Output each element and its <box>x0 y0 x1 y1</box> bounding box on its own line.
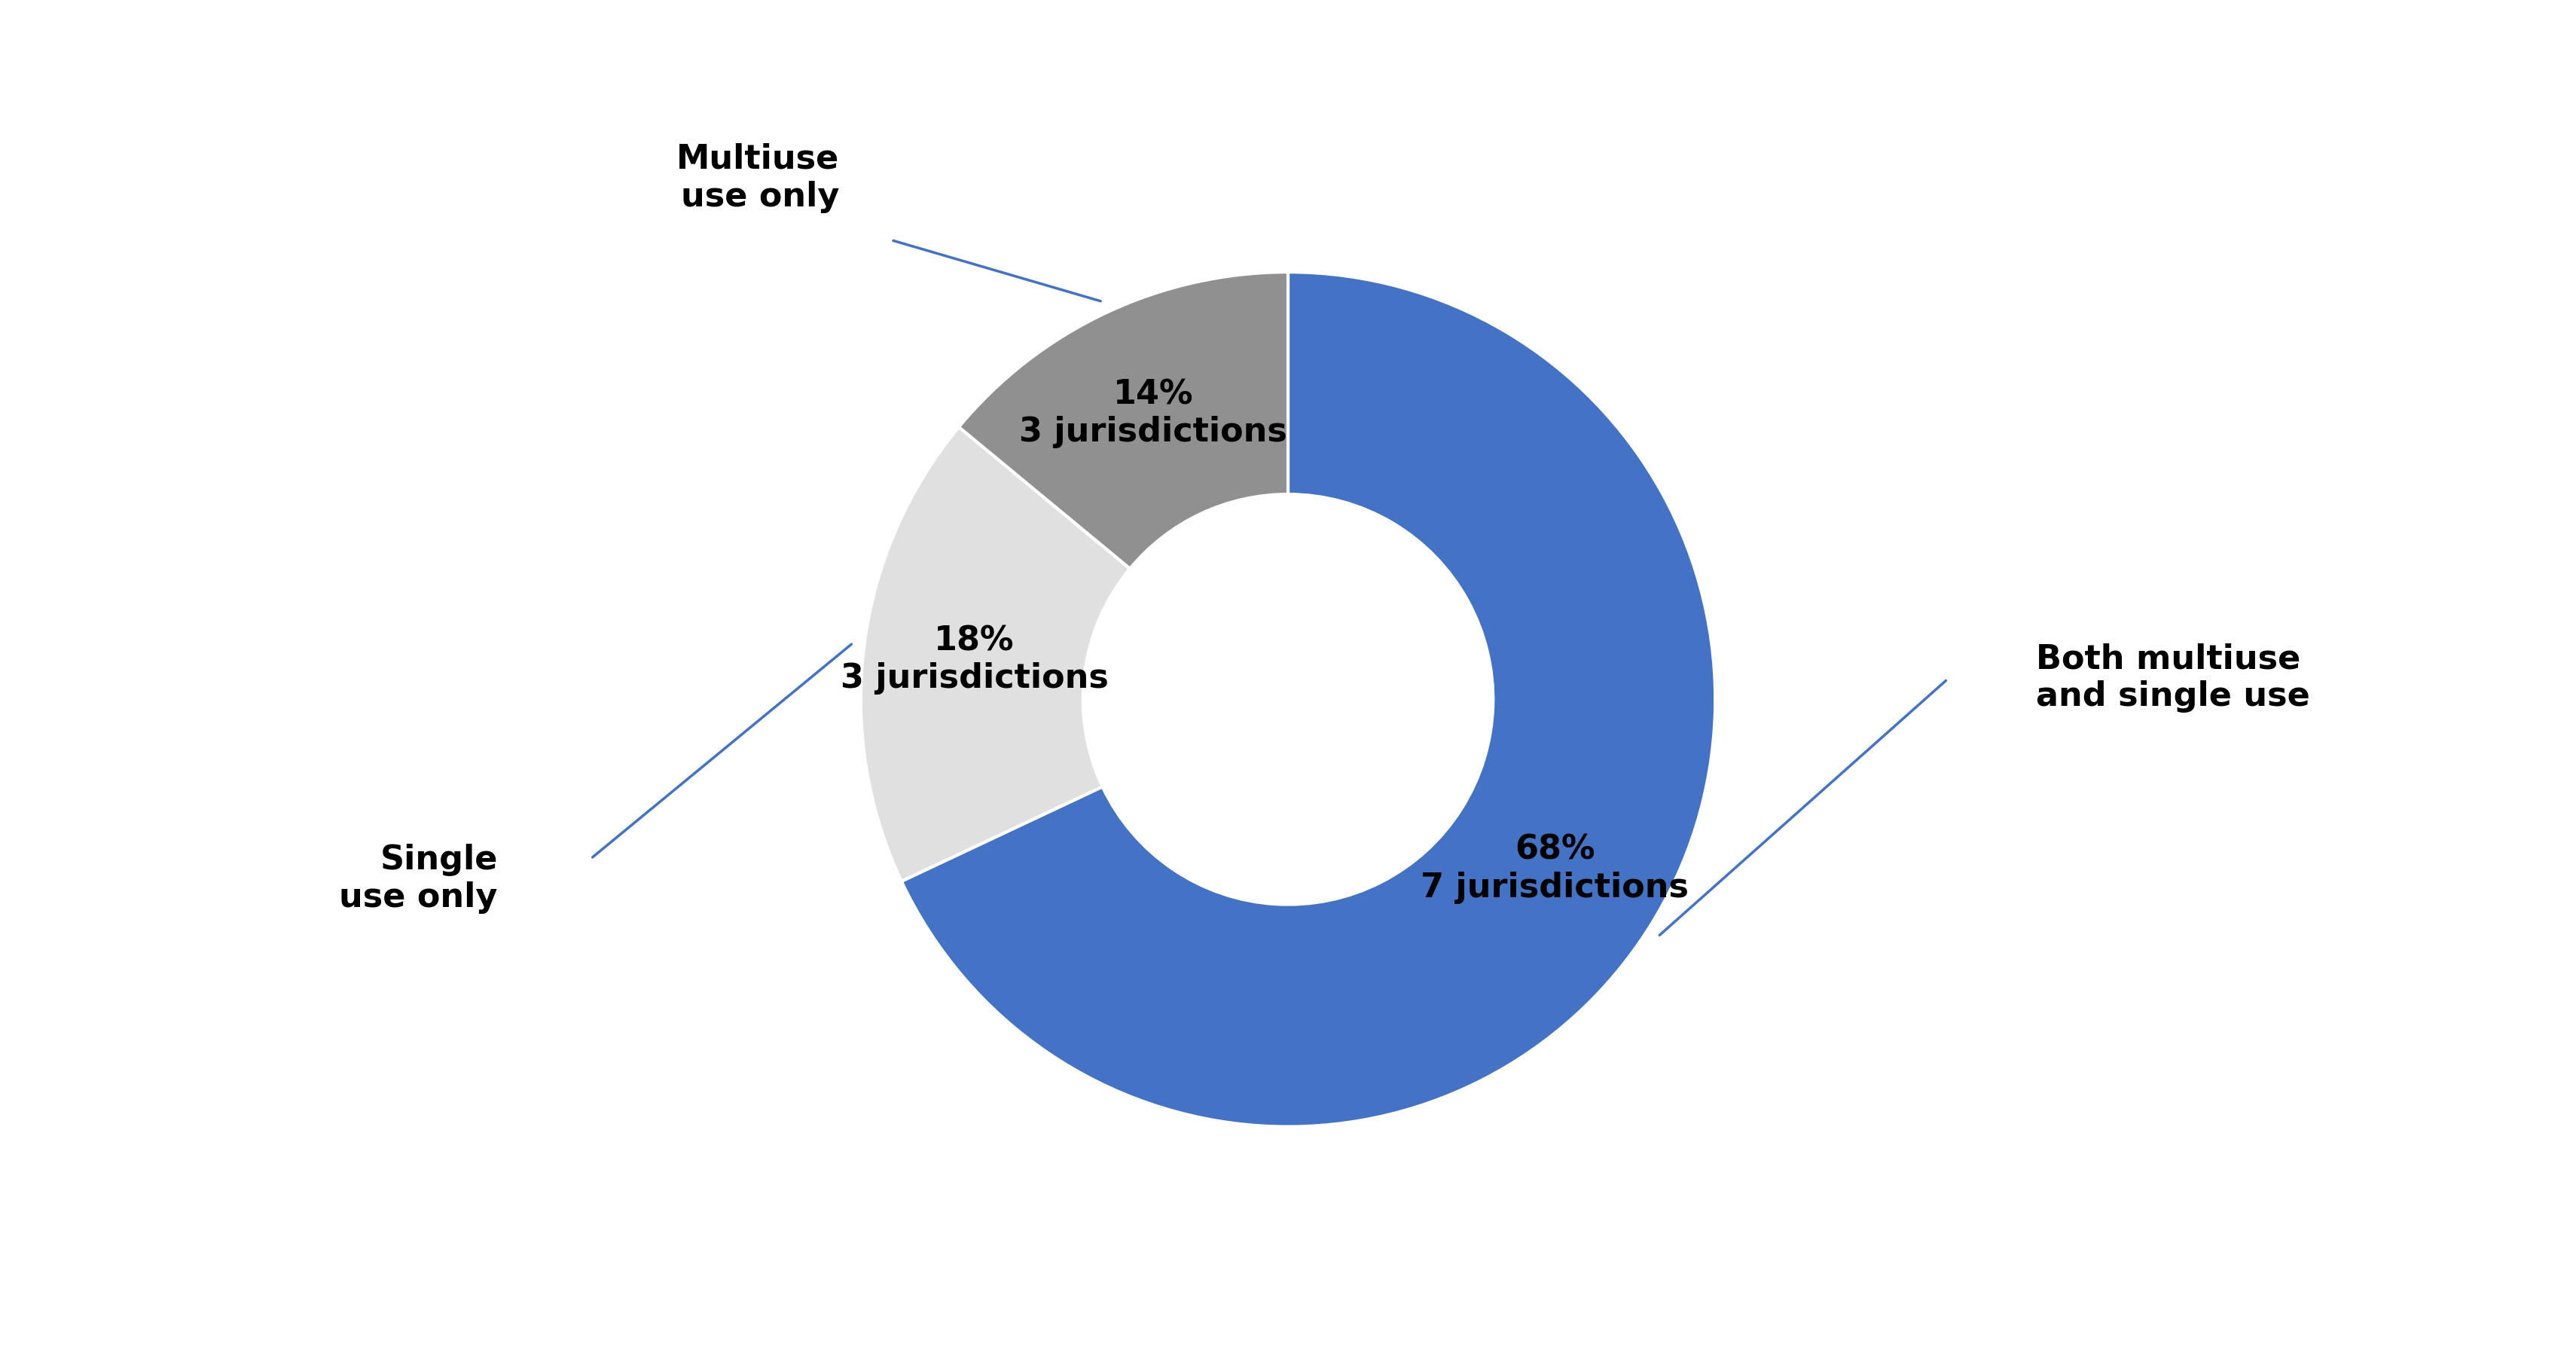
Text: Multiuse
use only: Multiuse use only <box>677 144 840 213</box>
Wedge shape <box>902 273 1716 1127</box>
Text: 14%
3 jurisdictions: 14% 3 jurisdictions <box>1020 378 1288 449</box>
Text: 18%
3 jurisdictions: 18% 3 jurisdictions <box>840 625 1108 694</box>
Text: Single
use only: Single use only <box>340 843 497 914</box>
Text: 68%
7 jurisdictions: 68% 7 jurisdictions <box>1422 834 1690 903</box>
Text: Both multiuse
and single use: Both multiuse and single use <box>2035 643 2311 713</box>
Wedge shape <box>958 273 1288 568</box>
Wedge shape <box>860 427 1131 881</box>
